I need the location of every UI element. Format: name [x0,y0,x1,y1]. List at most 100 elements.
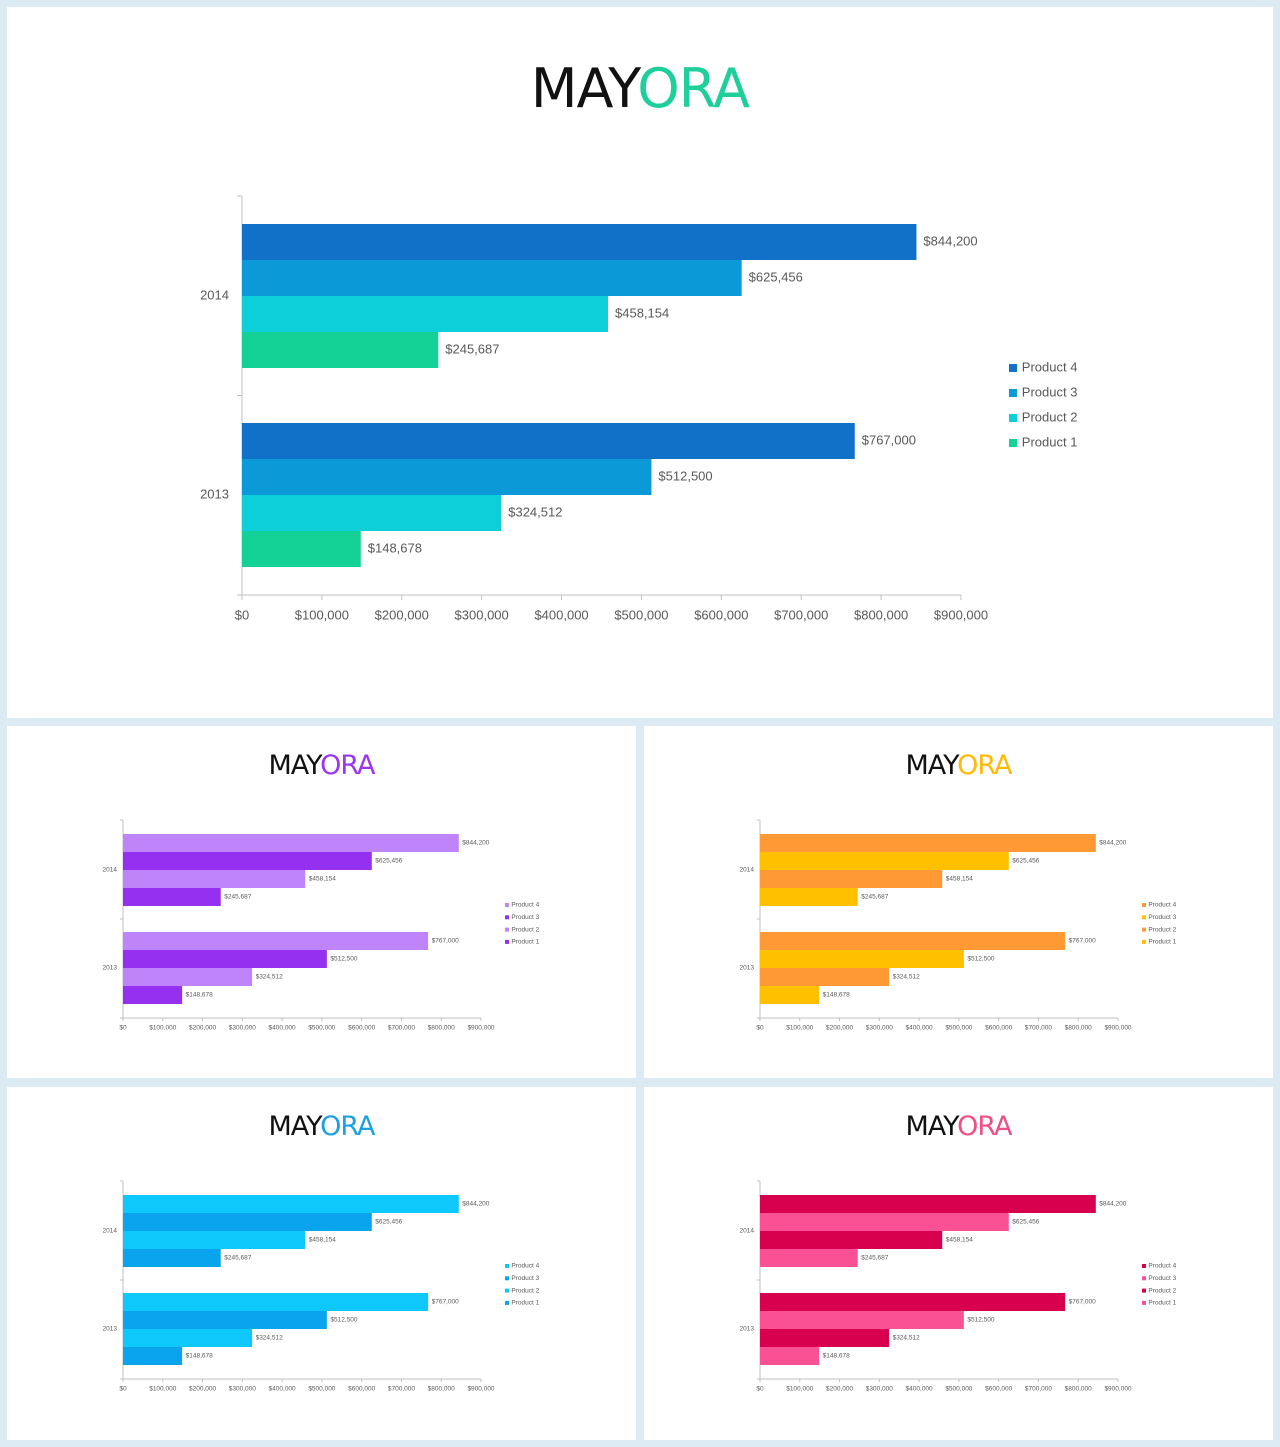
bar [760,1213,1009,1231]
x-tick-label: $0 [235,607,249,622]
legend-label: Product 3 [1148,914,1176,921]
data-label: $245,687 [861,894,888,901]
data-label: $625,456 [749,269,803,284]
bar [242,531,361,567]
legend-label: Product 1 [1022,434,1078,449]
bar [242,459,652,495]
data-label: $324,512 [893,1335,920,1342]
x-tick-label: $900,000 [1104,1386,1131,1393]
title-part-ora: ORA [320,750,375,781]
data-label: $324,512 [508,504,562,519]
x-tick-label: $900,000 [467,1386,494,1393]
x-tick-label: $100,000 [149,1386,176,1393]
bar [123,1231,306,1249]
data-label: $844,200 [462,1201,489,1208]
data-label: $148,678 [823,1353,850,1360]
title-part-ora: ORA [957,750,1012,781]
data-label: $458,154 [946,876,973,883]
data-label: $245,687 [445,341,499,356]
legend-label: Product 2 [1022,409,1078,424]
legend-swatch [1142,939,1146,944]
data-label: $324,512 [256,1335,283,1342]
x-tick-label: $900,000 [467,1025,494,1032]
bar [123,870,306,888]
data-label: $844,200 [1099,1201,1126,1208]
bar [760,1329,890,1347]
legend-label: Product 2 [1148,926,1176,933]
data-label: $512,500 [967,1317,994,1324]
title-part-ora: ORA [957,1111,1012,1142]
slide-main: MAYORA $0 $100,000 $200,000 $300,000 $400,00… [7,7,1273,718]
bar-chart: $0 $100,000 $200,000 $300,000 $400,000 $500,0… [740,819,1177,1032]
data-label: $324,512 [893,974,920,981]
slide-purple: MAYORA $0 $100,000 $200,000 $300,000 $400,00… [7,726,636,1078]
x-tick-label: $200,000 [826,1025,853,1032]
category-label: 2013 [103,965,118,972]
bar [242,296,609,332]
x-tick-label: $200,000 [375,607,429,622]
bar [123,1347,183,1365]
x-tick-label: $100,000 [149,1025,176,1032]
x-tick-label: $800,000 [854,607,908,622]
data-label: $767,000 [1069,1299,1096,1306]
x-tick-label: $600,000 [985,1386,1012,1393]
x-tick-label: $500,000 [308,1025,335,1032]
title-part-may: MAY [268,1111,321,1142]
legend-label: Product 2 [511,926,539,933]
bar [123,1195,459,1213]
category-label: 2013 [740,1326,755,1333]
legend-label: Product 3 [1148,1275,1176,1282]
legend-swatch [1142,1300,1146,1305]
data-label: $767,000 [432,938,459,945]
legend-label: Product 4 [1148,1263,1176,1270]
x-tick-label: $500,000 [945,1386,972,1393]
legend-swatch [1142,1264,1146,1268]
legend-label: Product 1 [1148,939,1176,946]
legend-swatch [505,915,509,920]
x-tick-label: $600,000 [985,1025,1012,1032]
x-tick-label: $300,000 [229,1386,256,1393]
x-tick-label: $600,000 [694,607,748,622]
title-part-ora: ORA [320,1111,375,1142]
bar [123,1329,253,1347]
bar [760,870,943,888]
x-tick-label: $500,000 [308,1386,335,1393]
slide-title: MAYORA [7,750,636,781]
legend-swatch [505,1300,509,1305]
legend-label: Product 1 [511,939,539,946]
x-tick-label: $0 [756,1386,764,1393]
x-tick-label: $700,000 [388,1386,415,1393]
data-label: $458,154 [309,1237,336,1244]
x-tick-label: $700,000 [1025,1025,1052,1032]
title-part-may: MAY [530,57,638,120]
x-tick-label: $200,000 [189,1386,216,1393]
legend-label: Product 3 [511,914,539,921]
legend-label: Product 1 [511,1300,539,1307]
legend-swatch [1142,903,1146,907]
data-label: $625,456 [1012,858,1039,865]
x-tick-label: $500,000 [945,1025,972,1032]
bar-chart: $0 $100,000 $200,000 $300,000 $400,000 $500,0… [103,819,540,1032]
bar [123,888,221,906]
bar [760,1195,1096,1213]
legend-label: Product 3 [511,1275,539,1282]
data-label: $324,512 [256,974,283,981]
data-label: $458,154 [946,1237,973,1244]
x-tick-label: $100,000 [295,607,349,622]
x-tick-label: $800,000 [428,1386,455,1393]
data-label: $245,687 [224,1255,251,1262]
bar [242,260,742,296]
data-label: $148,678 [368,540,422,555]
legend-label: Product 2 [1148,1287,1176,1294]
x-tick-label: $400,000 [269,1386,296,1393]
bar [123,932,429,950]
x-tick-label: $900,000 [1104,1025,1131,1032]
slide-title: MAYORA [7,1111,636,1142]
data-label: $512,500 [967,956,994,963]
data-label: $625,456 [375,1219,402,1226]
bar [760,1231,943,1249]
bar [242,224,917,260]
legend-swatch [1009,364,1017,372]
bar [123,950,327,968]
bar [123,834,459,852]
